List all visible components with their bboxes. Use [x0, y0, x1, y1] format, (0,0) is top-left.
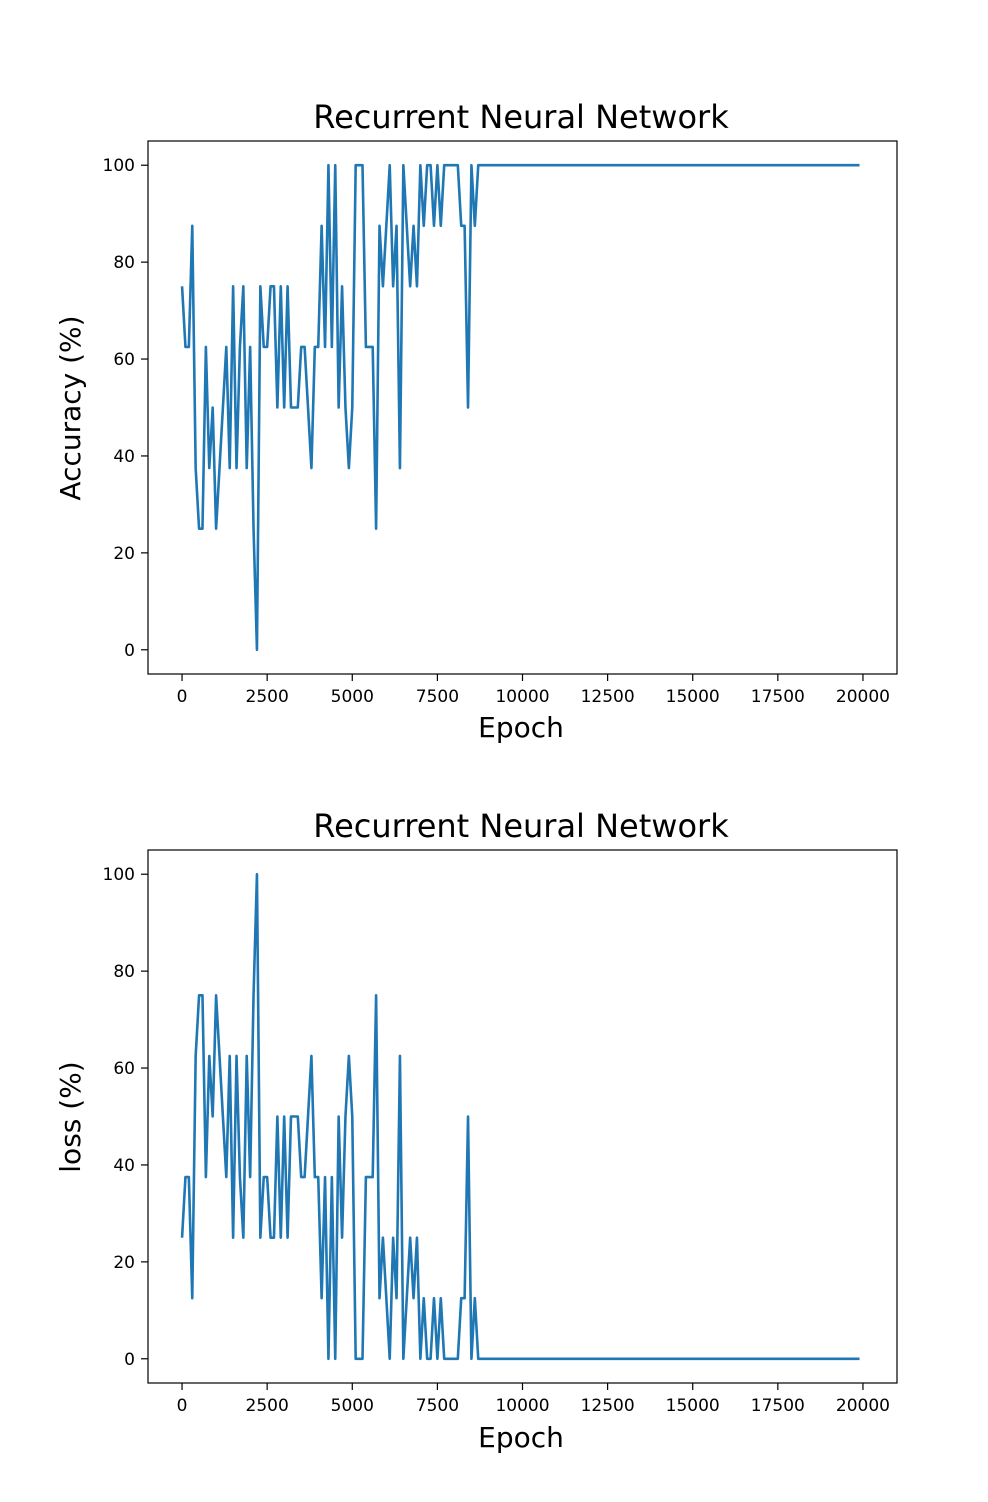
y-tick-label: 60 — [113, 350, 135, 370]
x-tick-label: 12500 — [581, 1396, 635, 1416]
x-axis-label: Epoch — [478, 711, 564, 744]
x-tick-label: 12500 — [581, 687, 635, 707]
y-tick-label: 20 — [113, 544, 135, 564]
loss-chart: Recurrent Neural Network 0 2500 5000 7500 10… — [54, 807, 898, 1454]
tick-group: 0 2500 5000 7500 10000 12500 15000 17500 20000 0 2… — [103, 865, 890, 1416]
chart-title: Recurrent Neural Network — [313, 807, 729, 845]
x-tick-label: 10000 — [495, 1396, 549, 1416]
y-axis-label: Accuracy (%) — [54, 315, 87, 500]
x-tick-label: 2500 — [246, 1396, 289, 1416]
x-tick-label: 5000 — [331, 1396, 374, 1416]
y-tick-label: 80 — [113, 962, 135, 982]
y-tick-label: 0 — [124, 1350, 135, 1370]
y-tick-label: 0 — [124, 641, 135, 661]
y-tick-label: 20 — [113, 1253, 135, 1273]
x-tick-label: 7500 — [416, 1396, 459, 1416]
x-tick-label: 5000 — [331, 687, 374, 707]
x-tick-label: 10000 — [495, 687, 549, 707]
x-axis-label: Epoch — [478, 1421, 564, 1454]
y-tick-label: 60 — [113, 1059, 135, 1079]
chart-title: Recurrent Neural Network — [313, 98, 729, 136]
y-tick-label: 80 — [113, 253, 135, 273]
x-tick-label: 7500 — [416, 687, 459, 707]
y-axis-label: loss (%) — [54, 1061, 87, 1172]
x-tick-label: 0 — [177, 687, 188, 707]
x-tick-label: 15000 — [666, 1396, 720, 1416]
x-tick-label: 20000 — [836, 1396, 890, 1416]
tick-group: 0 2500 5000 7500 10000 12500 15000 17500 20000 0 2… — [103, 156, 890, 707]
y-tick-label: 40 — [113, 447, 135, 467]
x-tick-label: 17500 — [751, 1396, 805, 1416]
x-tick-label: 2500 — [246, 687, 289, 707]
x-tick-label: 0 — [177, 1396, 188, 1416]
series-line — [180, 163, 860, 652]
x-tick-label: 17500 — [751, 687, 805, 707]
y-tick-label: 100 — [103, 865, 135, 885]
y-tick-label: 100 — [103, 156, 135, 176]
x-tick-label: 20000 — [836, 687, 890, 707]
x-tick-label: 15000 — [666, 687, 720, 707]
accuracy-chart: Recurrent Neural Network 0 2500 5000 7500 10… — [54, 98, 898, 744]
y-tick-label: 40 — [113, 1156, 135, 1176]
series-line — [180, 872, 860, 1361]
